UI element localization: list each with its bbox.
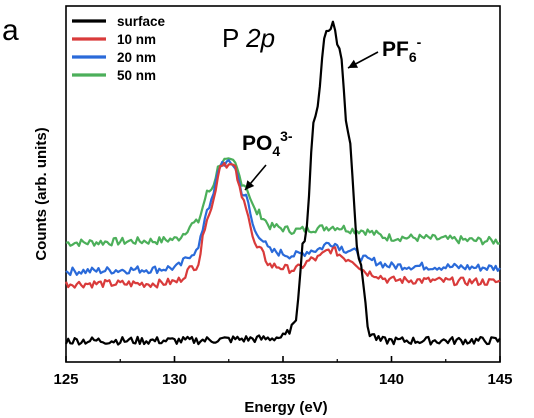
chart-title: P 2p <box>222 23 275 53</box>
series-line-0 <box>64 20 501 346</box>
panel-label: a <box>2 14 19 47</box>
chart-title-main: P <box>222 23 246 53</box>
legend-label-2: 20 nm <box>117 50 156 65</box>
annotation-po4: PO43- <box>242 128 293 159</box>
x-tick-label-1: 130 <box>162 371 187 388</box>
series-line-3 <box>65 157 501 247</box>
y-axis-label: Counts (arb. units) <box>33 127 50 260</box>
x-axis-ticks: 125 130 135 140 145 <box>53 356 513 388</box>
legend-label-3: 50 nm <box>117 68 156 83</box>
series-line-1 <box>64 161 501 289</box>
annotation-arrowhead-pf6 <box>348 59 359 68</box>
legend-label-0: surface <box>117 14 166 29</box>
legend: surface 10 nm 20 nm 50 nm <box>72 14 166 83</box>
x-tick-label-4: 145 <box>487 371 512 388</box>
annotations: PF6- PO43- <box>242 34 422 191</box>
x-tick-label-2: 135 <box>270 371 295 388</box>
x-tick-label-3: 140 <box>379 371 404 388</box>
annotation-pf6: PF6- <box>382 34 422 65</box>
legend-label-1: 10 nm <box>117 32 156 47</box>
x-tick-label-0: 125 <box>53 371 78 388</box>
plot-area: 125 130 135 140 145 <box>53 5 513 388</box>
chart-title-italic: 2p <box>245 23 275 53</box>
series-line-2 <box>65 159 501 277</box>
series-layer <box>64 20 501 346</box>
annotation-arrowhead-po4 <box>245 180 255 190</box>
x-axis-label: Energy (eV) <box>244 399 327 416</box>
